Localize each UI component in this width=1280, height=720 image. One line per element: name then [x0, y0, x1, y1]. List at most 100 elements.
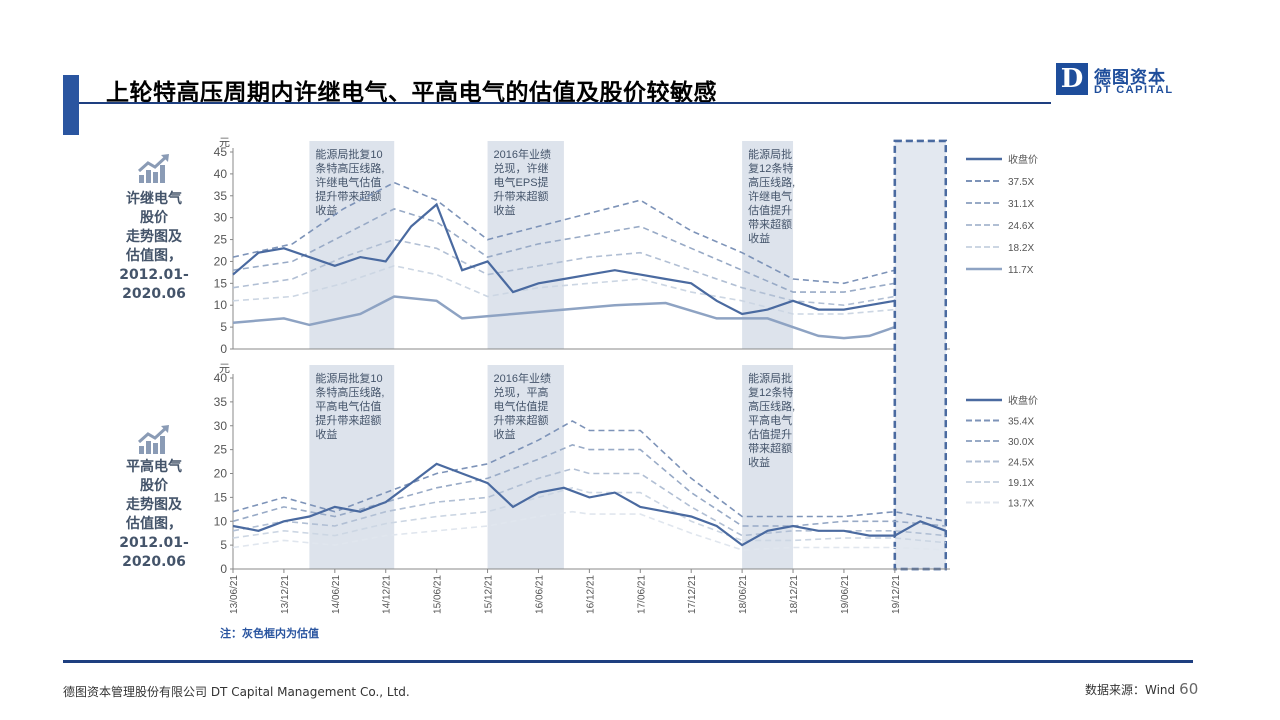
series-line-11.7X [232, 295, 946, 340]
valuation-charts: 能源局批复10条特高压线路,许继电气估值提升带来超额收益2016年业绩兑现，许继… [214, 137, 1038, 640]
highlight-period-box [893, 139, 948, 571]
legend-label: 18.2X [1008, 243, 1034, 254]
y-tick-label: 15 [214, 276, 228, 290]
series-line-24.6X [232, 238, 946, 307]
company-logo: D 德图资本 DT CAPITAL [1056, 63, 1180, 99]
side-label-line: 2020.06 [122, 286, 186, 302]
annotation-text: 复12条特 [748, 385, 793, 399]
series-line-收盘价 [232, 202, 947, 316]
x-tick-label: 17/06/21 [636, 575, 647, 614]
x-tick-label: 18/06/21 [738, 575, 749, 614]
annotation-text: 能源局批复10 [315, 371, 382, 385]
chart-trend-icon [138, 425, 169, 454]
annotation-text: 兑现，许继 [494, 161, 549, 175]
y-tick-label: 25 [214, 443, 228, 457]
x-tick-label: 19/06/21 [840, 575, 851, 614]
annotation-text: 带来超额 [748, 441, 792, 455]
side-label-line: 许继电气 [126, 191, 182, 207]
y-axis-unit: 元 [219, 137, 230, 149]
y-tick-label: 20 [214, 254, 228, 268]
legend-label: 24.6X [1008, 221, 1034, 232]
annotation-text: 许继电气 [748, 189, 792, 203]
footer-source: 数据来源：Wind 60 [1085, 680, 1198, 698]
side-label-line: 估值图， [126, 248, 182, 264]
side-label-line: 平高电气 [126, 459, 182, 475]
footer-divider [63, 660, 1193, 663]
footnote: 注：灰色框内为估值 [220, 626, 319, 640]
annotation-text: 高压线路, [748, 175, 795, 189]
annotation-text: 收益 [494, 203, 516, 217]
side-label-bottom: 平高电气 股价 走势图及 估值图， 2012.01- 2020.06 [99, 458, 209, 572]
legend-label: 13.7X [1008, 499, 1034, 510]
y-tick-label: 35 [214, 189, 228, 203]
page-title: 上轮特高压周期内许继电气、平高电气的估值及股价较敏感 [106, 80, 717, 106]
x-tick-label: 18/12/21 [789, 575, 800, 614]
y-tick-label: 35 [214, 395, 228, 409]
annotation-text: 能源局批 [748, 371, 792, 385]
x-tick-label: 14/12/21 [382, 575, 393, 614]
chart-panel-2: 能源局批复10条特高压线路,平高电气估值提升带来超额收益2016年业绩兑现，平高… [214, 139, 1038, 614]
chart-trend-icon [138, 154, 169, 183]
source-text: 数据来源：Wind [1085, 683, 1176, 697]
legend-label: 收盘价 [1008, 153, 1038, 166]
legend-label: 收盘价 [1008, 394, 1038, 407]
annotation-text: 收益 [748, 455, 770, 469]
side-label-top: 许继电气 股价 走势图及 估值图， 2012.01- 2020.06 [99, 190, 209, 304]
side-label-line: 2012.01- [119, 267, 189, 283]
series-line-18.2X [232, 264, 946, 315]
title-accent-bar [63, 75, 79, 135]
series-line-37.5X [232, 181, 946, 285]
series-line-收盘价 [232, 462, 947, 547]
legend-label: 35.4X [1008, 417, 1034, 428]
legend-label: 37.5X [1008, 177, 1034, 188]
y-tick-label: 10 [214, 514, 228, 528]
y-tick-label: 10 [214, 298, 228, 312]
series-line-31.1X [232, 208, 946, 293]
y-tick-label: 5 [220, 320, 227, 334]
annotation-text: 收益 [315, 203, 337, 217]
side-label-line: 2020.06 [122, 554, 186, 570]
annotation-text: 条特高压线路, [315, 161, 384, 175]
annotation-text: 估值提升 [748, 204, 792, 217]
annotation-text: 平高电气估值 [315, 399, 381, 413]
footer-company: 德图资本管理股份有限公司 DT Capital Management Co., … [63, 685, 410, 699]
side-label-line: 股价 [140, 210, 168, 226]
annotation-text: 估值提升 [748, 428, 792, 441]
shaded-period [487, 365, 564, 569]
annotation-text: 2016年业绩 [494, 147, 551, 161]
x-tick-label: 19/12/21 [891, 575, 902, 614]
x-tick-label: 16/06/21 [534, 575, 545, 614]
x-tick-label: 16/12/21 [585, 575, 596, 614]
x-tick-label: 17/12/21 [687, 575, 698, 614]
legend-label: 31.1X [1008, 199, 1034, 210]
y-tick-label: 15 [214, 490, 228, 504]
y-tick-label: 45 [214, 145, 228, 159]
annotation-text: 升带来超额 [494, 413, 549, 427]
annotation-text: 平高电气 [748, 413, 792, 427]
side-label-line: 走势图及 [126, 229, 182, 245]
x-tick-label: 13/06/21 [229, 575, 240, 614]
y-tick-label: 5 [220, 538, 227, 552]
y-tick-label: 40 [214, 167, 228, 181]
y-tick-label: 30 [214, 419, 228, 433]
annotation-text: 能源局批复10 [315, 147, 382, 161]
series-line-13.7X [232, 510, 946, 551]
legend-label: 19.1X [1008, 478, 1034, 489]
x-tick-label: 15/12/21 [484, 575, 495, 614]
annotation-text: 电气估值提 [494, 399, 549, 413]
annotation-text: 提升带来超额 [315, 189, 381, 203]
page-number: 60 [1179, 680, 1199, 698]
annotation-text: 收益 [494, 427, 516, 441]
series-line-19.1X [232, 486, 946, 544]
y-tick-label: 0 [220, 562, 227, 576]
legend-label: 11.7X [1008, 265, 1034, 276]
x-tick-label: 14/06/21 [331, 575, 342, 614]
annotation-text: 2016年业绩 [494, 371, 551, 385]
logo-text-en: DT CAPITAL [1094, 84, 1174, 96]
side-label-line: 估值图， [126, 516, 182, 532]
annotation-text: 复12条特 [748, 161, 793, 175]
annotation-text: 能源局批 [748, 147, 792, 161]
y-tick-label: 20 [214, 467, 228, 481]
series-line-35.4X [232, 420, 946, 523]
side-label-line: 走势图及 [126, 497, 182, 513]
